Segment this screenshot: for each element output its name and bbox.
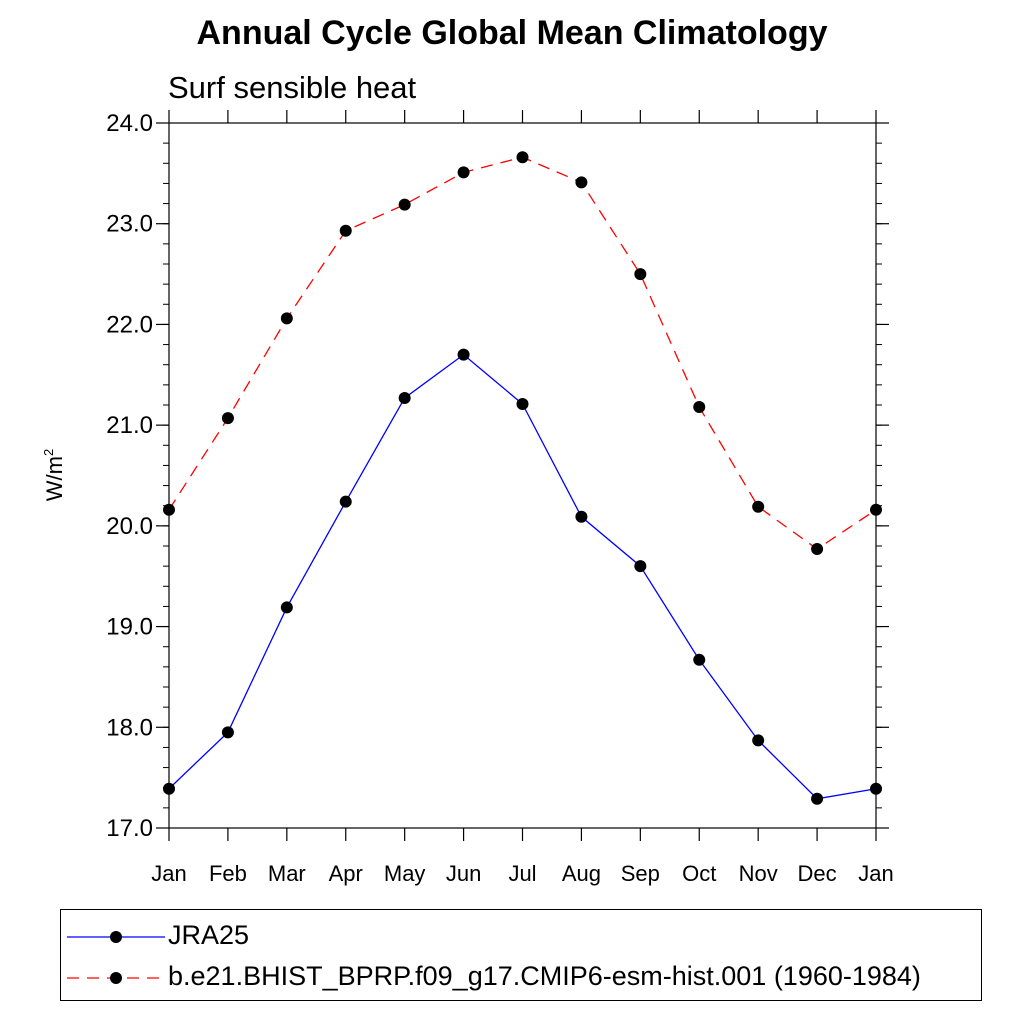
series-1-point — [870, 503, 882, 516]
series-1-point — [398, 198, 411, 211]
legend-label-cmip6: b.e21.BHIST_BPRP.f09_g17.CMIP6-esm-hist.… — [168, 961, 921, 991]
x-tick-label: Jul — [508, 861, 536, 886]
series-0-point — [811, 792, 824, 805]
x-tick-label: Oct — [682, 861, 716, 886]
series-0-point — [752, 734, 765, 747]
x-tick-label: Jan — [151, 861, 186, 886]
series-0-point — [575, 510, 588, 523]
series-0-point — [457, 348, 470, 361]
x-tick-label: Mar — [268, 861, 306, 886]
y-axis-label: W/m2 — [41, 449, 67, 501]
series-0-point — [163, 782, 175, 795]
series-line-1 — [168, 156, 877, 550]
y-axis: 17.0 18.0 19.0 20.0 21.0 22.0 23.0 24.0 — [106, 110, 889, 842]
series-0-point — [870, 782, 882, 795]
series-1-point — [280, 312, 293, 325]
chart-subtitle: Surf sensible heat — [168, 70, 417, 105]
series-1-point — [163, 503, 175, 516]
series-0-point — [516, 397, 529, 410]
legend-label-jra25: JRA25 — [168, 920, 250, 950]
series-1-point — [575, 176, 588, 189]
series-1-point — [221, 412, 234, 425]
y-tick-label: 18.0 — [106, 714, 153, 741]
series-line-0 — [168, 353, 877, 800]
y-tick-label: 19.0 — [106, 614, 153, 641]
y-tick-label: 23.0 — [106, 211, 153, 238]
x-tick-label: Aug — [562, 861, 601, 886]
x-axis: Jan Feb Mar Apr May Jun Jul Aug Sep Oct Nov Dec Jan — [151, 110, 894, 886]
x-tick-label: May — [384, 861, 426, 886]
y-tick-label: 21.0 — [106, 412, 153, 439]
x-tick-label: Feb — [209, 861, 247, 886]
series-1-point — [752, 500, 765, 513]
series-0-point — [339, 495, 352, 508]
series-0-point — [634, 560, 647, 573]
x-tick-label: Sep — [621, 861, 660, 886]
series-1-point — [693, 401, 706, 414]
y-tick-label: 22.0 — [106, 311, 153, 338]
x-tick-label: Jun — [446, 861, 481, 886]
series-1-point — [634, 268, 647, 281]
series-0-point — [221, 726, 234, 739]
y-tick-label: 20.0 — [106, 513, 153, 540]
series-0-point — [280, 601, 293, 614]
legend-marker-jra25 — [110, 931, 122, 943]
chart-title: Annual Cycle Global Mean Climatology — [196, 14, 828, 52]
y-minor-ticks — [163, 122, 882, 829]
y-tick-label: 17.0 — [106, 815, 153, 842]
series-0-point — [693, 653, 706, 666]
x-tick-label: Jan — [858, 861, 893, 886]
x-tick-label: Dec — [798, 861, 837, 886]
legend-markers — [67, 931, 165, 984]
series-1-point — [516, 151, 529, 164]
legend: JRA25 b.e21.BHIST_BPRP.f09_g17.CMIP6-esm… — [60, 909, 982, 1001]
y-axis-label-text: W/m — [42, 456, 67, 501]
plot-frame — [168, 122, 877, 829]
series-1-point — [457, 166, 470, 179]
series-1-point — [811, 543, 824, 556]
legend-marker-cmip6 — [110, 972, 122, 984]
x-tick-label: Apr — [329, 861, 363, 886]
x-tick-label: Nov — [739, 861, 778, 886]
y-tick-label: 24.0 — [106, 110, 153, 137]
y-axis-label-superscript: 2 — [41, 449, 56, 456]
series-1-point — [339, 224, 352, 237]
series-0-point — [398, 391, 411, 404]
series-layer — [163, 151, 882, 805]
